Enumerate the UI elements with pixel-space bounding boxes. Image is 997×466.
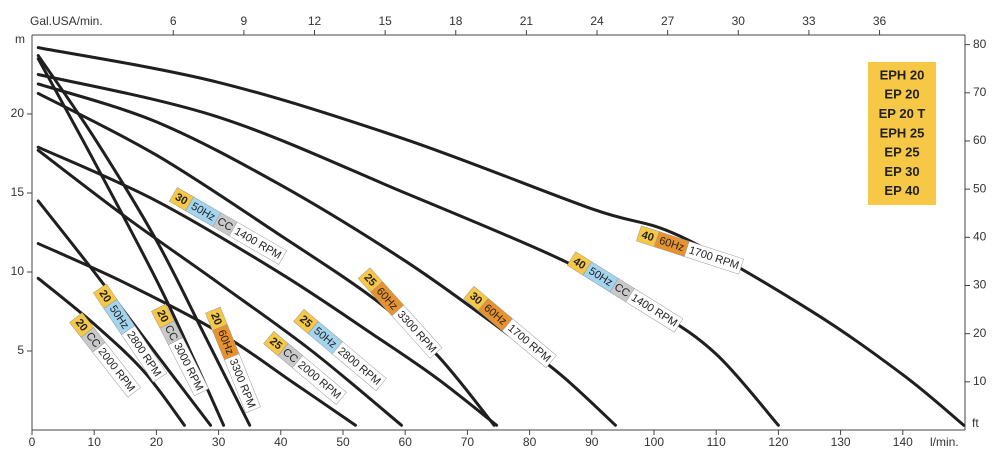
- y-tick-label: 10: [11, 264, 25, 278]
- x-tick-label: 40: [274, 435, 288, 449]
- badge-box: [391, 304, 443, 359]
- y2-tick-label: 30: [973, 278, 987, 292]
- model-name: EPH 25: [880, 125, 925, 140]
- y2-tick-label: 60: [973, 133, 987, 147]
- badge-box: [291, 355, 347, 405]
- curve: [36, 148, 403, 427]
- curve: [36, 82, 617, 427]
- model-name: EP 25: [884, 145, 919, 160]
- badge-text: 2000 RPM: [96, 346, 137, 394]
- x2-tick-label: 6: [170, 14, 177, 28]
- x-tick-label: 100: [644, 435, 664, 449]
- x-tick-label: 0: [29, 435, 36, 449]
- y2-tick-label: 70: [973, 85, 987, 99]
- badge-text: 2000 RPM: [295, 359, 343, 402]
- x-tick-label: 90: [585, 435, 599, 449]
- badge-text: 2800 RPM: [335, 345, 383, 388]
- x-tick-label: 70: [461, 435, 475, 449]
- x-tick-label: 130: [831, 435, 851, 449]
- y-tick-label: 20: [11, 106, 25, 120]
- x-tick-label: 110: [707, 435, 726, 449]
- x-tick-label: 30: [212, 435, 226, 449]
- y2-tick-label: 10: [973, 374, 987, 388]
- model-name: EP 40: [884, 183, 919, 198]
- x-tick-label: 120: [768, 435, 788, 449]
- curve: [36, 73, 780, 427]
- x-tick-label: 50: [336, 435, 350, 449]
- x-tick-label: 10: [88, 435, 102, 449]
- badge-text: 3300 RPM: [395, 309, 439, 356]
- curve-label: 40 60Hz 1700 RPM: [636, 225, 744, 275]
- y2-axis-label: ft: [972, 416, 979, 430]
- x-tick-label: 20: [150, 435, 164, 449]
- badge-box: [228, 221, 288, 265]
- x2-tick-label: 18: [449, 14, 463, 28]
- badge-box: [168, 337, 209, 397]
- badge-text: 1700 RPM: [687, 244, 740, 271]
- badge-text: 20: [73, 317, 90, 334]
- x-tick-label: 80: [523, 435, 537, 449]
- curve: [36, 46, 966, 427]
- badge-box: [683, 241, 744, 275]
- badge-text: 40: [571, 256, 588, 273]
- badge-box: [92, 342, 141, 398]
- model-name: EP 20 T: [879, 106, 926, 121]
- y-tick-label: 15: [11, 185, 25, 199]
- y2-tick-label: 40: [973, 229, 987, 243]
- badge-box: [501, 318, 557, 369]
- x-tick-label: 140: [893, 435, 913, 449]
- curve: [36, 145, 499, 427]
- badge-text: 20: [154, 308, 170, 324]
- x2-tick-label: 24: [590, 14, 604, 28]
- model-box: EPH 20 EP 20 EP 20 T EPH 25 EP 25 EP 30 EP 40: [868, 62, 936, 205]
- x2-tick-label: 15: [378, 14, 392, 28]
- x2-tick-label: 36: [873, 14, 887, 28]
- badge-text: 1700 RPM: [505, 322, 553, 365]
- model-box-bg: [868, 62, 936, 205]
- x2-tick-label: 12: [308, 14, 322, 28]
- badge-text: 1400 RPM: [629, 292, 679, 330]
- model-name: EP 30: [884, 164, 919, 179]
- badge-box: [223, 353, 261, 414]
- model-name: EP 20: [884, 87, 919, 102]
- y2-tick-label: 80: [973, 37, 987, 51]
- x2-tick-label: 27: [661, 14, 675, 28]
- badge-text: 20: [208, 311, 224, 327]
- curve: [36, 276, 186, 427]
- badge-text: 30: [173, 191, 190, 208]
- badge-box: [331, 341, 387, 392]
- y2-tick-label: 50: [973, 181, 987, 195]
- badge-box: [625, 288, 684, 333]
- y-axis-label: m: [15, 32, 25, 46]
- x-axis-label: l/min.: [930, 435, 959, 449]
- curve: [36, 91, 496, 427]
- badge-text: 20: [96, 288, 113, 305]
- x2-tick-label: 21: [520, 14, 534, 28]
- x2-axis-label: Gal.USA/min.: [30, 14, 103, 28]
- x2-tick-label: 9: [241, 14, 248, 28]
- y-tick-label: 5: [17, 343, 24, 357]
- badge-box: [121, 325, 168, 383]
- y2-tick-label: 20: [973, 326, 987, 340]
- model-name: EPH 20: [880, 67, 925, 82]
- x-tick-label: 60: [399, 435, 413, 449]
- x2-tick-label: 33: [802, 14, 816, 28]
- badge-text: 40: [640, 229, 655, 244]
- x2-tick-label: 30: [732, 14, 746, 28]
